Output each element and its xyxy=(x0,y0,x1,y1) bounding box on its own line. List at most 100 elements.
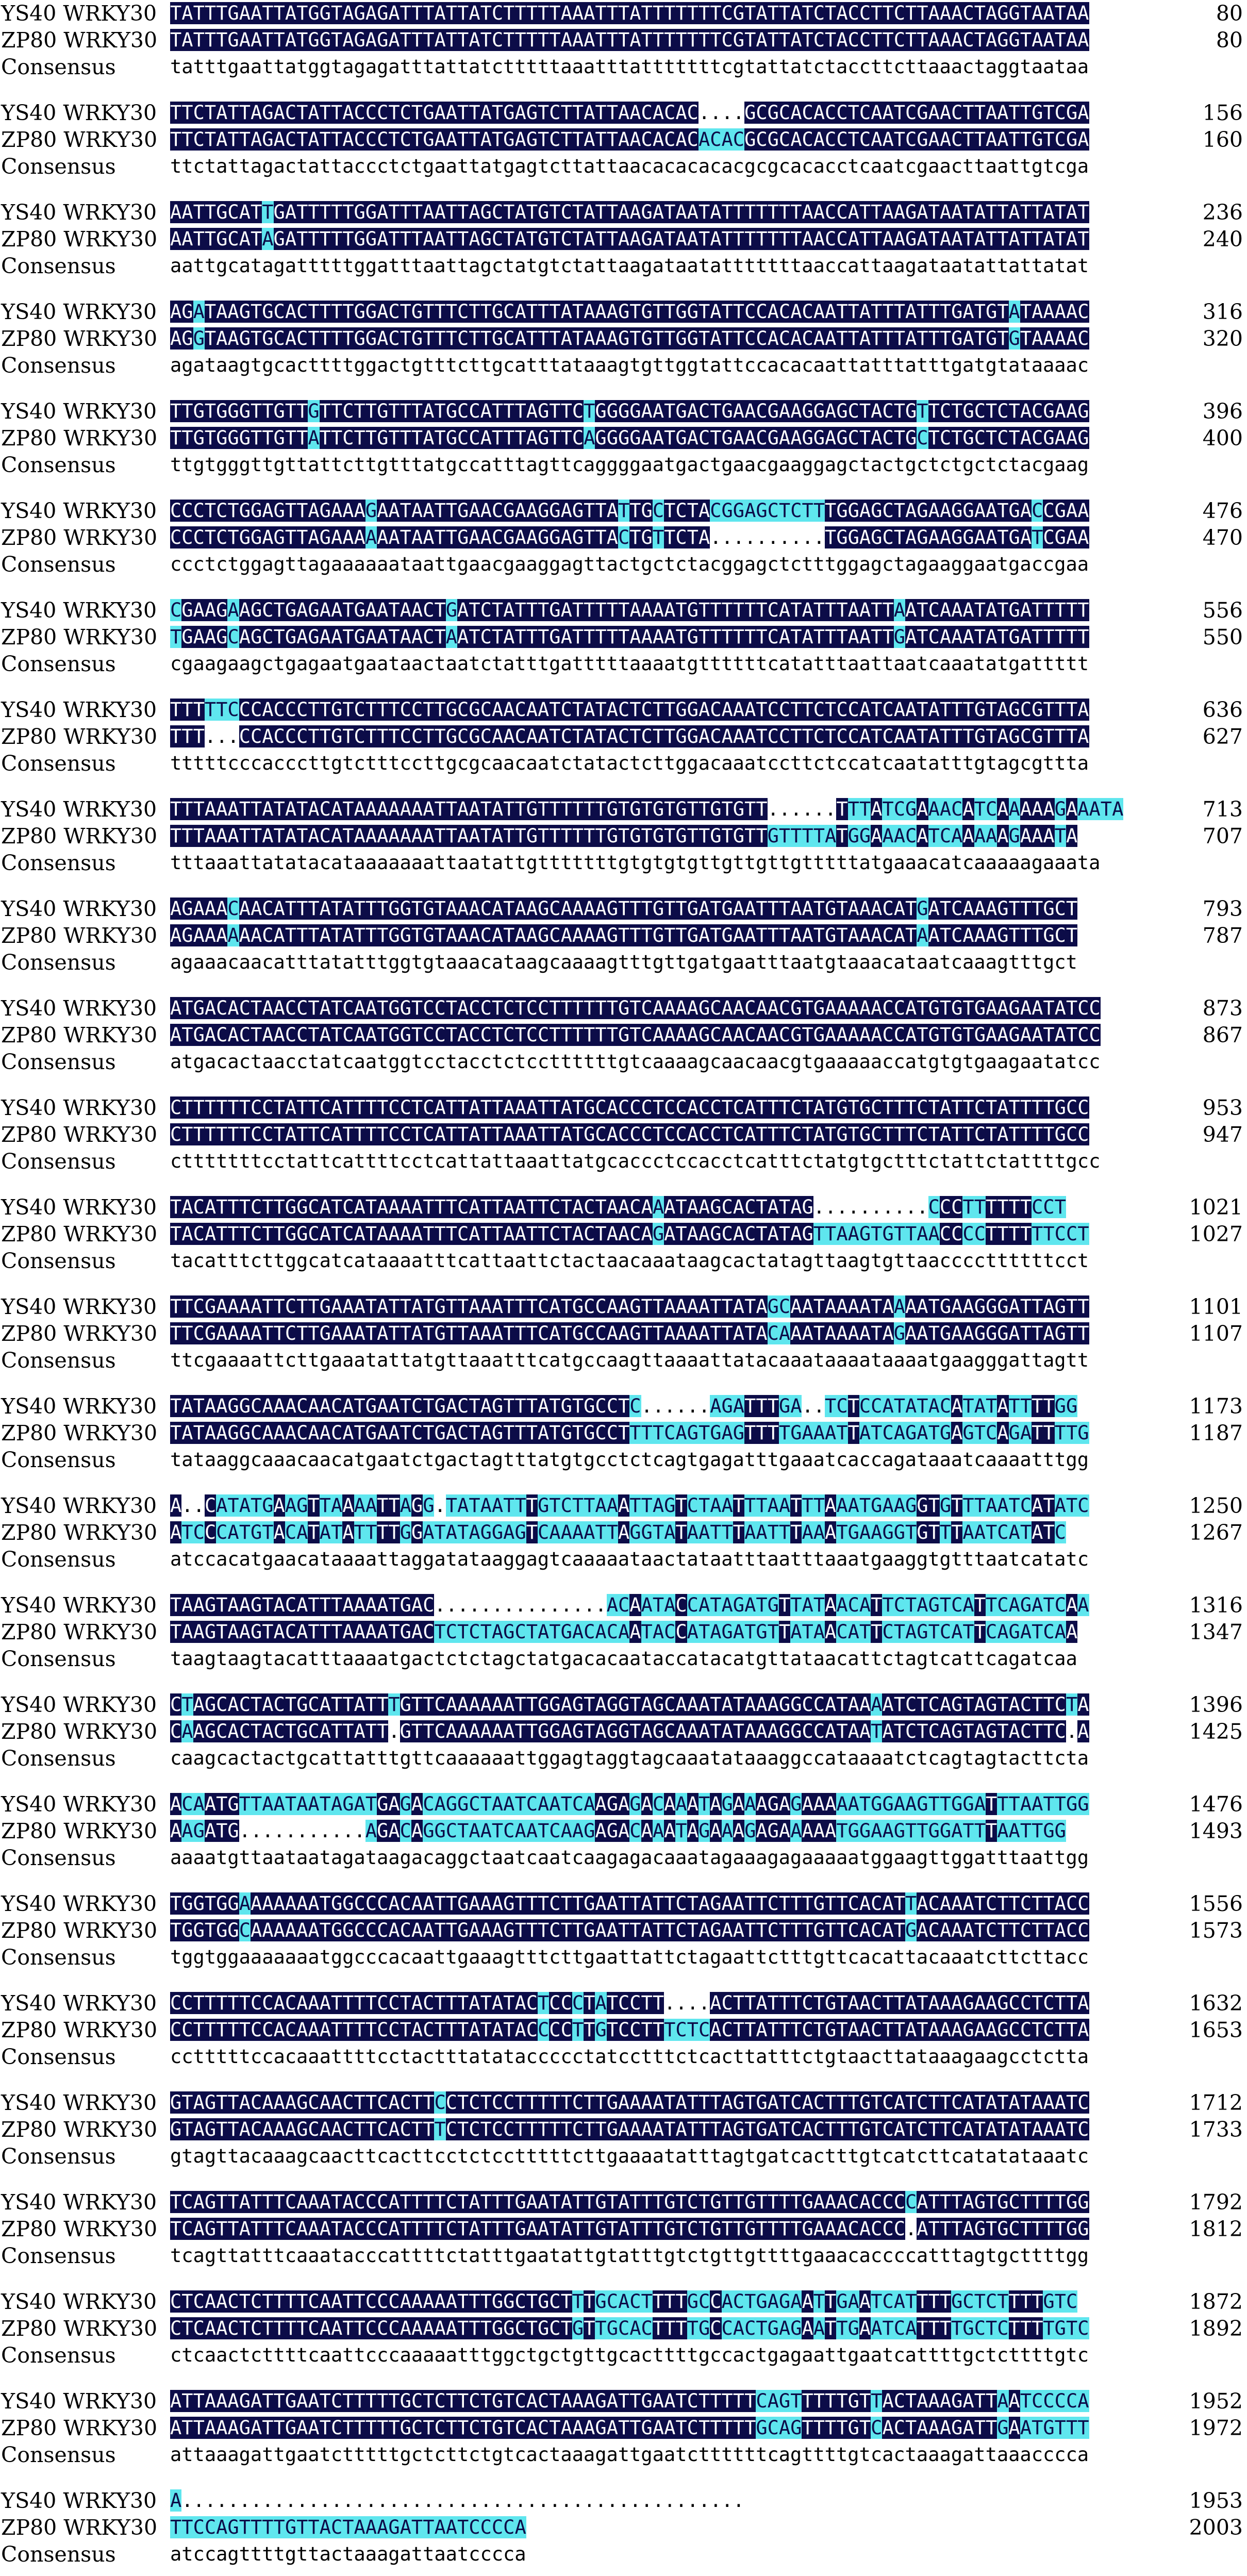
consensus-sequence: tttaaattatatacataaaaaaattaatattgtttttttg… xyxy=(170,852,1101,874)
alignment-block: YS40 WRKY30 GTAGTTACAAAGCAACTTCACTTCCTCTC… xyxy=(0,2089,1247,2178)
sequence-row: ACAATGTTAATAATAGATGAGACAGGCTAATCAATCAAGA… xyxy=(170,1793,1089,1815)
consensus-sequence: tcagttatttcaaatacccattttctatttgaatattgta… xyxy=(170,2245,1089,2267)
sequence-row: TTT...CCACCCTTGTCTTTCCTTGCGCAACAATCTATAC… xyxy=(170,725,1089,747)
sequence-label: ZP80 WRKY30 xyxy=(1,2018,158,2042)
sequence-label: YS40 WRKY30 xyxy=(1,2389,157,2414)
position-number: 80 xyxy=(1216,1,1243,26)
sequence-label: YS40 WRKY30 xyxy=(1,797,157,822)
position-number: 713 xyxy=(1202,797,1243,822)
alignment-block: YS40 WRKY30 TCAGTTATTTCAAATACCCATTTTCTATT… xyxy=(0,2189,1247,2278)
consensus-label: Consensus xyxy=(1,552,116,577)
consensus-label: Consensus xyxy=(1,1746,116,1771)
sequence-row: TACATTTCTTGGCATCATAAAATTTCATTAATTCTACTAA… xyxy=(170,1196,1066,1218)
position-number: 1476 xyxy=(1189,1792,1243,1817)
consensus-label: Consensus xyxy=(1,1846,116,1870)
alignment-block: YS40 WRKY30 CTTTTTTCCTATTCATTTTCCTCATTATT… xyxy=(0,1094,1247,1183)
consensus-label: Consensus xyxy=(1,55,116,79)
consensus-sequence: ctttttttcctattcattttcctcattattaaattatgca… xyxy=(170,1150,1101,1172)
alignment-block: YS40 WRKY30 CCTTTTTCCACAAATTTTCCTACTTTATA… xyxy=(0,1990,1247,2079)
consensus-label: Consensus xyxy=(1,1249,116,1273)
consensus-label: Consensus xyxy=(1,453,116,477)
alignment-block: YS40 WRKY30 TTGTGGGTTGTTGTTCTTGTTTATGCCAT… xyxy=(0,398,1247,487)
consensus-sequence: caagcactactgcattatttgttcaaaaaattggagtagg… xyxy=(170,1747,1089,1769)
sequence-row: TTCCAGTTTTGTTACTAAAGATTAATCCCCA xyxy=(170,2516,526,2538)
sequence-row: AGAAAAAACATTTATATTTGGTGTAAACATAAGCAAAAGT… xyxy=(170,924,1078,946)
consensus-sequence: ttcgaaaattcttgaaatattatgttaaatttcatgccaa… xyxy=(170,1349,1089,1371)
sequence-label: ZP80 WRKY30 xyxy=(1,1819,158,1843)
alignment-block: YS40 WRKY30 CTAGCACTACTGCATTATTTGTTCAAAAA… xyxy=(0,1691,1247,1780)
position-number: 793 xyxy=(1202,896,1243,921)
position-number: 1027 xyxy=(1189,1222,1243,1247)
consensus-sequence: agataagtgcacttttggactgtttcttgcatttataaag… xyxy=(170,354,1089,376)
sequence-label: YS40 WRKY30 xyxy=(1,101,157,125)
sequence-label: ZP80 WRKY30 xyxy=(1,2217,158,2241)
sequence-label: ZP80 WRKY30 xyxy=(1,1122,158,1147)
alignment-block: YS40 WRKY30 TTCTATTAGACTATTACCCTCTGAATTAT… xyxy=(0,99,1247,188)
position-number: 396 xyxy=(1202,399,1243,424)
sequence-row: AGATAAGTGCACTTTTGGACTGTTTCTTGCATTTATAAAG… xyxy=(170,301,1089,323)
position-number: 1396 xyxy=(1189,1692,1243,1717)
position-number: 1107 xyxy=(1189,1321,1243,1346)
position-number: 1347 xyxy=(1189,1620,1243,1644)
sequence-label: YS40 WRKY30 xyxy=(1,697,157,722)
sequence-label: YS40 WRKY30 xyxy=(1,2488,157,2513)
sequence-row: CTTTTTTCCTATTCATTTTCCTCATTATTAAATTATGCAC… xyxy=(170,1096,1089,1119)
sequence-row: CCCTCTGGAGTTAGAAAGAATAATTGAACGAAGGAGTTAT… xyxy=(170,500,1089,522)
position-number: 1952 xyxy=(1189,2389,1243,2414)
consensus-label: Consensus xyxy=(1,2144,116,2169)
position-number: 636 xyxy=(1202,697,1243,722)
sequence-label: YS40 WRKY30 xyxy=(1,498,157,523)
consensus-label: Consensus xyxy=(1,950,116,975)
consensus-sequence: atccacatgaacataaaattaggatataaggagtcaaaaa… xyxy=(170,1548,1089,1570)
alignment-block: YS40 WRKY30 TGGTGGAAAAAAATGGCCCACAATTGAAA… xyxy=(0,1890,1247,1979)
alignment-block: YS40 WRKY30 TAAGTAAGTACATTTAAAATGAC......… xyxy=(0,1592,1247,1681)
consensus-sequence: tggtggaaaaaaatggcccacaattgaaagtttcttgaat… xyxy=(170,1946,1089,1968)
sequence-row: TTCGAAAATTCTTGAAATATTATGTTAAATTTCATGCCAA… xyxy=(170,1295,1089,1318)
sequence-row: TCAGTTATTTCAAATACCCATTTTCTATTTGAATATTGTA… xyxy=(170,2218,1089,2240)
sequence-label: ZP80 WRKY30 xyxy=(1,1520,158,1545)
sequence-label: YS40 WRKY30 xyxy=(1,1692,157,1717)
sequence-label: YS40 WRKY30 xyxy=(1,996,157,1021)
consensus-sequence: cctttttccacaaattttcctactttatataccccctatc… xyxy=(170,2046,1089,2068)
alignment-block: YS40 WRKY30 AGATAAGTGCACTTTTGGACTGTTTCTTG… xyxy=(0,298,1247,387)
sequence-row: CCTTTTTCCACAAATTTTCCTACTTTATATACCCCTTGTC… xyxy=(170,2019,1089,2041)
sequence-row: TTGTGGGTTGTTGTTCTTGTTTATGCCATTTAGTTCTGGG… xyxy=(170,400,1089,422)
sequence-row: TACATTTCTTGGCATCATAAAATTTCATTAATTCTACTAA… xyxy=(170,1223,1089,1245)
sequence-row: AGAAACAACATTTATATTTGGTGTAAACATAAGCAAAAGT… xyxy=(170,898,1078,920)
consensus-sequence: ttgtgggttgttattcttgtttatgccatttagttcaggg… xyxy=(170,454,1089,476)
alignment-block: YS40 WRKY30 CGAAGAAGCTGAGAATGAATAACTGATCT… xyxy=(0,597,1247,686)
sequence-label: ZP80 WRKY30 xyxy=(1,326,158,351)
sequence-label: ZP80 WRKY30 xyxy=(1,525,158,550)
alignment-block: YS40 WRKY30 AATTGCATTGATTTTTGGATTTAATTAGC… xyxy=(0,199,1247,288)
position-number: 1712 xyxy=(1189,2090,1243,2115)
alignment-block: YS40 WRKY30 A............................… xyxy=(0,2487,1247,2576)
consensus-label: Consensus xyxy=(1,154,116,179)
consensus-label: Consensus xyxy=(1,1149,116,1174)
consensus-label: Consensus xyxy=(1,2343,116,2368)
sequence-label: ZP80 WRKY30 xyxy=(1,625,158,650)
position-number: 1733 xyxy=(1189,2117,1243,2142)
alignment-block: YS40 WRKY30 TACATTTCTTGGCATCATAAAATTTCATT… xyxy=(0,1194,1247,1283)
consensus-label: Consensus xyxy=(1,254,116,278)
position-number: 1187 xyxy=(1189,1421,1243,1445)
sequence-label: YS40 WRKY30 xyxy=(1,598,157,623)
sequence-row: TTTAAATTATATACATAAAAAAATTAATATTGTTTTTTGT… xyxy=(170,798,1124,820)
consensus-sequence: aattgcatagatttttggatttaattagctatgtctatta… xyxy=(170,255,1089,277)
sequence-row: TATAAGGCAAACAACATGAATCTGACTAGTTTATGTGCCT… xyxy=(170,1395,1078,1417)
position-number: 470 xyxy=(1202,525,1243,550)
sequence-row: TTCTATTAGACTATTACCCTCTGAATTATGAGTCTTATTA… xyxy=(170,128,1089,151)
sequence-label: ZP80 WRKY30 xyxy=(1,227,158,252)
position-number: 873 xyxy=(1202,996,1243,1021)
consensus-label: Consensus xyxy=(1,652,116,676)
consensus-label: Consensus xyxy=(1,751,116,776)
consensus-label: Consensus xyxy=(1,851,116,875)
sequence-row: TGGTGGCAAAAAATGGCCCACAATTGAAAGTTTCTTGAAT… xyxy=(170,1919,1089,1941)
consensus-sequence: agaaacaacatttatatttggtgtaaacataagcaaaagt… xyxy=(170,951,1077,973)
consensus-sequence: atccagttttgttactaaagattaatcccca xyxy=(170,2543,526,2565)
sequence-row: CTCAACTCTTTTCAATTCCCAAAAATTTGGCTGCTGTTGC… xyxy=(170,2317,1089,2339)
consensus-sequence: aaaatgttaataatagataagacaggctaatcaatcaaga… xyxy=(170,1847,1089,1869)
sequence-row: ATCCCATGTACATATATTTTGGATATAGGAGTCAAAATTA… xyxy=(170,1521,1066,1543)
consensus-sequence: gtagttacaaagcaacttcacttcctctcctttttcttga… xyxy=(170,2145,1089,2167)
sequence-label: ZP80 WRKY30 xyxy=(1,824,158,849)
position-number: 1892 xyxy=(1189,2316,1243,2341)
